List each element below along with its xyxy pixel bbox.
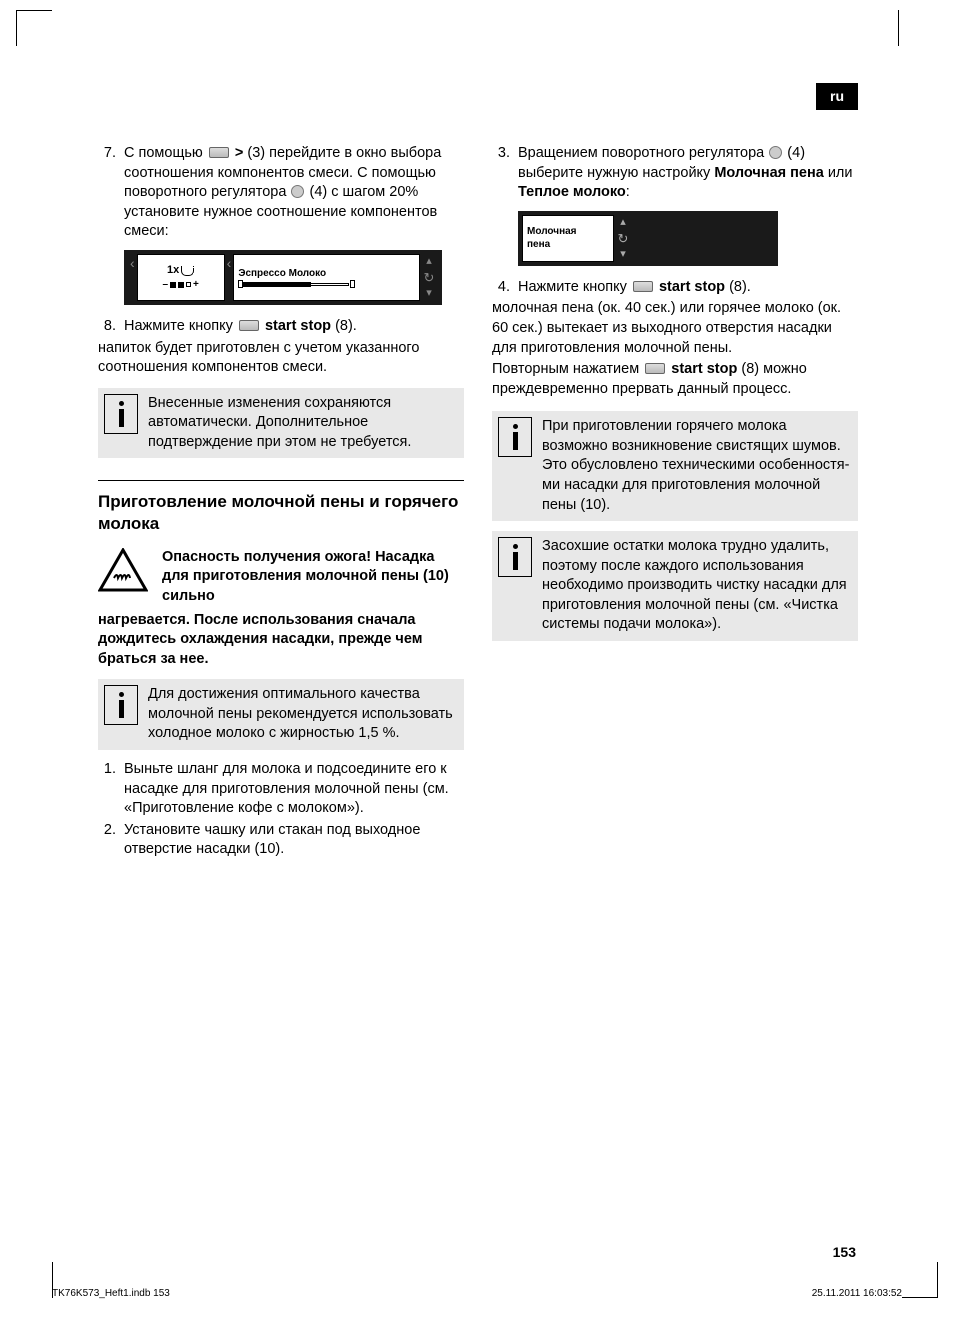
text: Нажмите кнопку [124, 318, 237, 334]
info-note-whistle: При приготовлении горячего молока возмож… [492, 411, 858, 521]
display-right-arrows: ▴ ↻ ▾ [614, 215, 632, 262]
item-number: 4. [492, 278, 518, 298]
button-icon [239, 320, 259, 331]
text: Повторным нажатием [492, 361, 643, 377]
display-right-panel: Эспрессо Молоко [233, 254, 420, 301]
page-content: ru 7. С помощью > (3) перейдите в окно в… [98, 70, 858, 862]
rotary-icon: ↻ [424, 269, 435, 287]
progress-bar [238, 280, 355, 288]
list-item-2: 2. Установите чашку или стакан под выход… [98, 821, 464, 860]
button-icon [633, 281, 653, 292]
level-filled [178, 282, 184, 288]
section-heading: Приготовление молочной пены и горячего м… [98, 491, 464, 534]
warning-block: Опасность получения ожога! Насадка для п… [98, 548, 464, 607]
section-divider [98, 480, 464, 481]
cup-icon [181, 266, 194, 276]
minus-icon: – [162, 278, 168, 292]
display-label: Эспрессо Молоко [238, 267, 326, 281]
info-text: Внесенные изменения сохра­няются автомат… [148, 394, 456, 453]
text: Вращением поворотного регулятора [518, 145, 768, 161]
plus-icon: + [193, 278, 199, 292]
info-icon [498, 537, 532, 577]
option-milk-foam: Молочная пена [714, 165, 823, 181]
rotary-icon [291, 185, 304, 198]
crop-mark-tr [898, 10, 899, 46]
arrow-down-icon: ▾ [620, 247, 626, 262]
button-icon [645, 363, 665, 374]
left-column: 7. С помощью > (3) перейдите в окно выбо… [98, 144, 464, 862]
cup-count: 1x [167, 263, 179, 278]
page-number: 153 [833, 1243, 856, 1262]
info-note-clean: Засохшие остатки молока трудно удалить, … [492, 531, 858, 641]
nav-left-icon: ‹ [128, 254, 137, 301]
list-item-8: 8. Нажмите кнопку start stop (8). [98, 317, 464, 337]
item-number: 7. [98, 144, 124, 242]
info-note-milk-fat: Для достижения оптимального качества мол… [98, 679, 464, 750]
text: : [626, 184, 630, 200]
footer-filename: TK76K573_Heft1.indb 153 [52, 1287, 170, 1301]
paragraph: молочная пена (ок. 40 сек.) или горячее … [492, 299, 858, 358]
level-filled [170, 282, 176, 288]
crop-mark-br [902, 1262, 938, 1298]
nav-left-icon: ‹ [225, 254, 234, 301]
paragraph: напиток будет приготовлен с учетом ука­з… [98, 339, 464, 378]
right-column: 3. Вращением поворотного регулятора (4) … [492, 144, 858, 862]
display-right-arrows: ▴ ↻ ▾ [420, 254, 438, 301]
start-stop-label: start stop [265, 318, 331, 334]
option-warm-milk: Теплое молоко [518, 184, 626, 200]
button-icon [209, 147, 229, 158]
text: Нажмите кнопку [518, 279, 631, 295]
footer-timestamp: 25.11.2011 16:03:52 [812, 1287, 902, 1301]
language-tag: ru [816, 83, 858, 110]
rotary-icon [769, 146, 782, 159]
list-item-4: 4. Нажмите кнопку start stop (8). [492, 278, 858, 298]
arrow-down-icon: ▾ [426, 286, 432, 301]
progress-end [350, 280, 355, 288]
info-text: При приготовлении горячего молока возмож… [542, 417, 850, 515]
text: (8). [331, 318, 357, 334]
two-column-layout: 7. С помощью > (3) перейдите в окно выбо… [98, 144, 858, 862]
rotary-icon: ↻ [618, 230, 629, 248]
start-stop-label: start stop [671, 361, 737, 377]
list-item-3: 3. Вращением поворотного регулятора (4) … [492, 144, 858, 203]
warning-icon [98, 548, 148, 592]
info-note-auto-save: Внесенные изменения сохра­няются автомат… [98, 388, 464, 459]
info-text: Засохшие остатки молока трудно удалить, … [542, 537, 850, 635]
text: (8). [725, 279, 751, 295]
text: или [824, 165, 853, 181]
crop-mark-tl [16, 10, 52, 46]
info-icon [498, 417, 532, 457]
list-item-1: 1. Выньте шланг для молока и подсоеди­ни… [98, 760, 464, 819]
item-number: 1. [98, 760, 124, 819]
progress-filled [243, 282, 311, 287]
text: С помощью [124, 145, 207, 161]
display-left-panel: 1x – + [137, 254, 225, 301]
display-mix-ratio: ‹ 1x – + ‹ Эспрессо Молоко [124, 250, 442, 305]
item-text: Нажмите кнопку start stop (8). [518, 278, 858, 298]
item-text: С помощью > (3) перейдите в окно выбора … [124, 144, 464, 242]
level-empty [186, 282, 191, 287]
paragraph-repeat: Повторным нажатием start stop (8) можно … [492, 360, 858, 399]
display-label-line1: Молочная [527, 225, 577, 239]
display-label-line2: пена [527, 238, 550, 252]
info-text: Для достижения оптимального качества мол… [148, 685, 456, 744]
item-number: 8. [98, 317, 124, 337]
warning-lead-text: Опасность получения ожога! Насадка для п… [162, 548, 464, 607]
item-number: 2. [98, 821, 124, 860]
info-icon [104, 685, 138, 725]
item-text: Вращением поворотного регулятора (4) выб… [518, 144, 858, 203]
item-text: Нажмите кнопку start stop (8). [124, 317, 464, 337]
arrow-up-icon: ▴ [620, 215, 626, 230]
display-milk-mode: Молочная пена ▴ ↻ ▾ [518, 211, 778, 266]
item-text: Установите чашку или стакан под выходное… [124, 821, 464, 860]
display-label-panel: Молочная пена [522, 215, 614, 262]
list-item-7: 7. С помощью > (3) перейдите в окно выбо… [98, 144, 464, 242]
item-text: Выньте шланг для молока и подсоеди­ните … [124, 760, 464, 819]
arrow-up-icon: ▴ [426, 254, 432, 269]
warning-cont-text: нагревается. После использования сначала… [98, 611, 464, 670]
progress-track [311, 283, 349, 286]
info-icon [104, 394, 138, 434]
start-stop-label: start stop [659, 279, 725, 295]
item-number: 3. [492, 144, 518, 203]
